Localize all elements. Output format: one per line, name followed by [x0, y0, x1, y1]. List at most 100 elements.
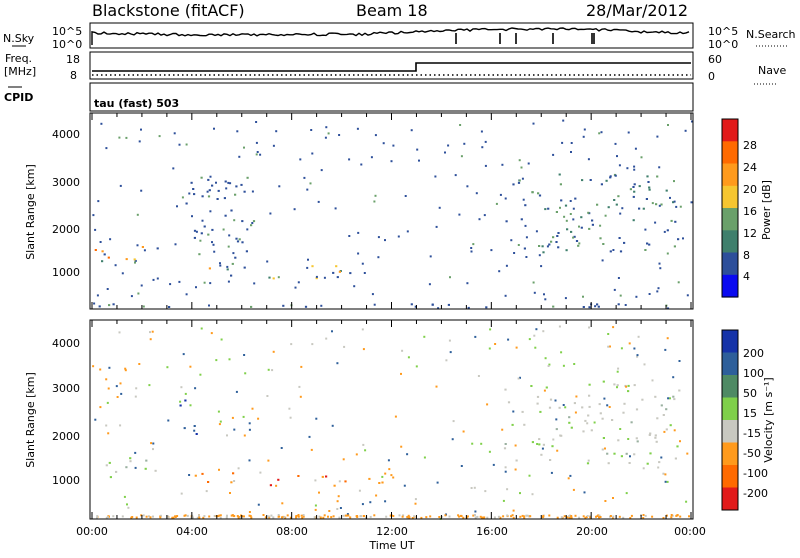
echo-cell — [627, 384, 630, 387]
echo-cell — [666, 307, 670, 310]
echo-cell — [173, 132, 176, 135]
echo-cell — [243, 354, 246, 356]
echo-cell — [636, 440, 639, 443]
echo-cell — [635, 408, 639, 411]
freq-label: Freq. — [5, 52, 32, 65]
echo-cell — [193, 193, 196, 196]
echo-cell — [574, 411, 577, 414]
echo-cell — [660, 203, 663, 206]
echo-cell — [600, 131, 603, 134]
echo-cell — [672, 395, 675, 398]
echo-cell — [346, 513, 349, 516]
echo-cell — [314, 504, 317, 507]
echo-cell — [314, 479, 317, 482]
echo-cell — [337, 495, 340, 498]
echo-cell — [588, 394, 591, 397]
echo-cell — [390, 160, 393, 163]
echo-cell — [617, 277, 620, 279]
echo-cell — [521, 177, 524, 180]
echo-cell — [523, 423, 526, 426]
echo-cell — [656, 417, 659, 420]
echo-cell — [459, 124, 462, 126]
echo-cell — [524, 204, 527, 207]
colorbar-swatch — [722, 420, 738, 443]
echo-cell — [213, 127, 215, 130]
echo-cell — [327, 132, 330, 135]
echo-cell — [277, 276, 280, 279]
echo-cell — [460, 465, 463, 467]
echo-cell — [559, 434, 562, 437]
echo-cell — [512, 516, 515, 519]
echo-cell — [646, 242, 649, 245]
echo-cell — [563, 515, 566, 518]
echo-cell — [607, 462, 610, 465]
velocity-ylabel: Slant Range [km] — [24, 372, 37, 468]
echo-cell — [272, 144, 275, 147]
echo-cell — [182, 353, 185, 356]
echo-cell — [423, 335, 426, 338]
echo-cell — [271, 369, 274, 372]
echo-cell — [349, 272, 352, 275]
echo-cell — [134, 466, 137, 469]
freq-tick-8: 8 — [70, 69, 77, 82]
echo-cell — [369, 501, 372, 504]
echo-cell — [668, 397, 671, 400]
xtick-0400: 04:00 — [176, 525, 208, 538]
echo-cell — [462, 430, 465, 433]
echo-cell — [255, 121, 258, 123]
echo-cell — [167, 419, 170, 422]
echo-cell — [136, 244, 139, 247]
echo-cell — [472, 243, 475, 246]
echo-cell — [272, 277, 275, 280]
echo-cell — [145, 515, 148, 518]
echo-cell — [555, 241, 558, 243]
echo-cell — [226, 268, 229, 271]
echo-cell — [481, 146, 484, 149]
echo-cell — [228, 358, 231, 361]
echo-cell — [338, 516, 341, 519]
echo-cell — [373, 514, 376, 517]
colorbar-swatch — [722, 208, 738, 231]
echo-cell — [535, 230, 538, 233]
echo-cell — [94, 249, 97, 251]
power-colorbar-frame — [721, 118, 739, 298]
echo-cell — [493, 516, 496, 519]
echo-cell — [559, 206, 561, 209]
echo-cell — [200, 327, 203, 330]
echo-cell — [98, 305, 101, 308]
echo-cell — [590, 429, 593, 432]
echo-cell — [625, 492, 628, 495]
nsearch-label: N.Search — [746, 28, 796, 41]
echo-cell — [108, 461, 111, 464]
echo-cell — [616, 155, 618, 158]
echo-cell — [674, 220, 677, 223]
echo-cell — [152, 448, 154, 451]
echo-cell — [635, 295, 638, 298]
echo-cell — [525, 236, 528, 239]
echo-cell — [363, 515, 366, 518]
echo-cell — [189, 365, 192, 368]
echo-cell — [356, 516, 359, 518]
echo-cell — [297, 281, 300, 284]
echo-cell — [299, 158, 302, 161]
echo-cell — [568, 516, 571, 519]
colorbar-swatch — [722, 487, 738, 511]
echo-cell — [315, 277, 318, 280]
echo-cell — [466, 185, 469, 188]
echo-cell — [414, 498, 417, 501]
echo-cell — [286, 514, 289, 517]
echo-cell — [572, 488, 575, 491]
echo-cell — [184, 399, 187, 402]
echo-cell — [486, 403, 489, 406]
echo-cell — [602, 243, 605, 245]
echo-cell — [498, 270, 501, 273]
echo-cell — [239, 516, 242, 519]
echo-cell — [638, 207, 641, 210]
echo-cell — [602, 437, 605, 439]
echo-cell — [118, 331, 121, 334]
echo-cell — [378, 482, 381, 484]
echo-cell — [569, 213, 572, 215]
echo-cell — [360, 515, 362, 518]
echo-cell — [648, 293, 651, 295]
echo-cell — [185, 143, 188, 146]
